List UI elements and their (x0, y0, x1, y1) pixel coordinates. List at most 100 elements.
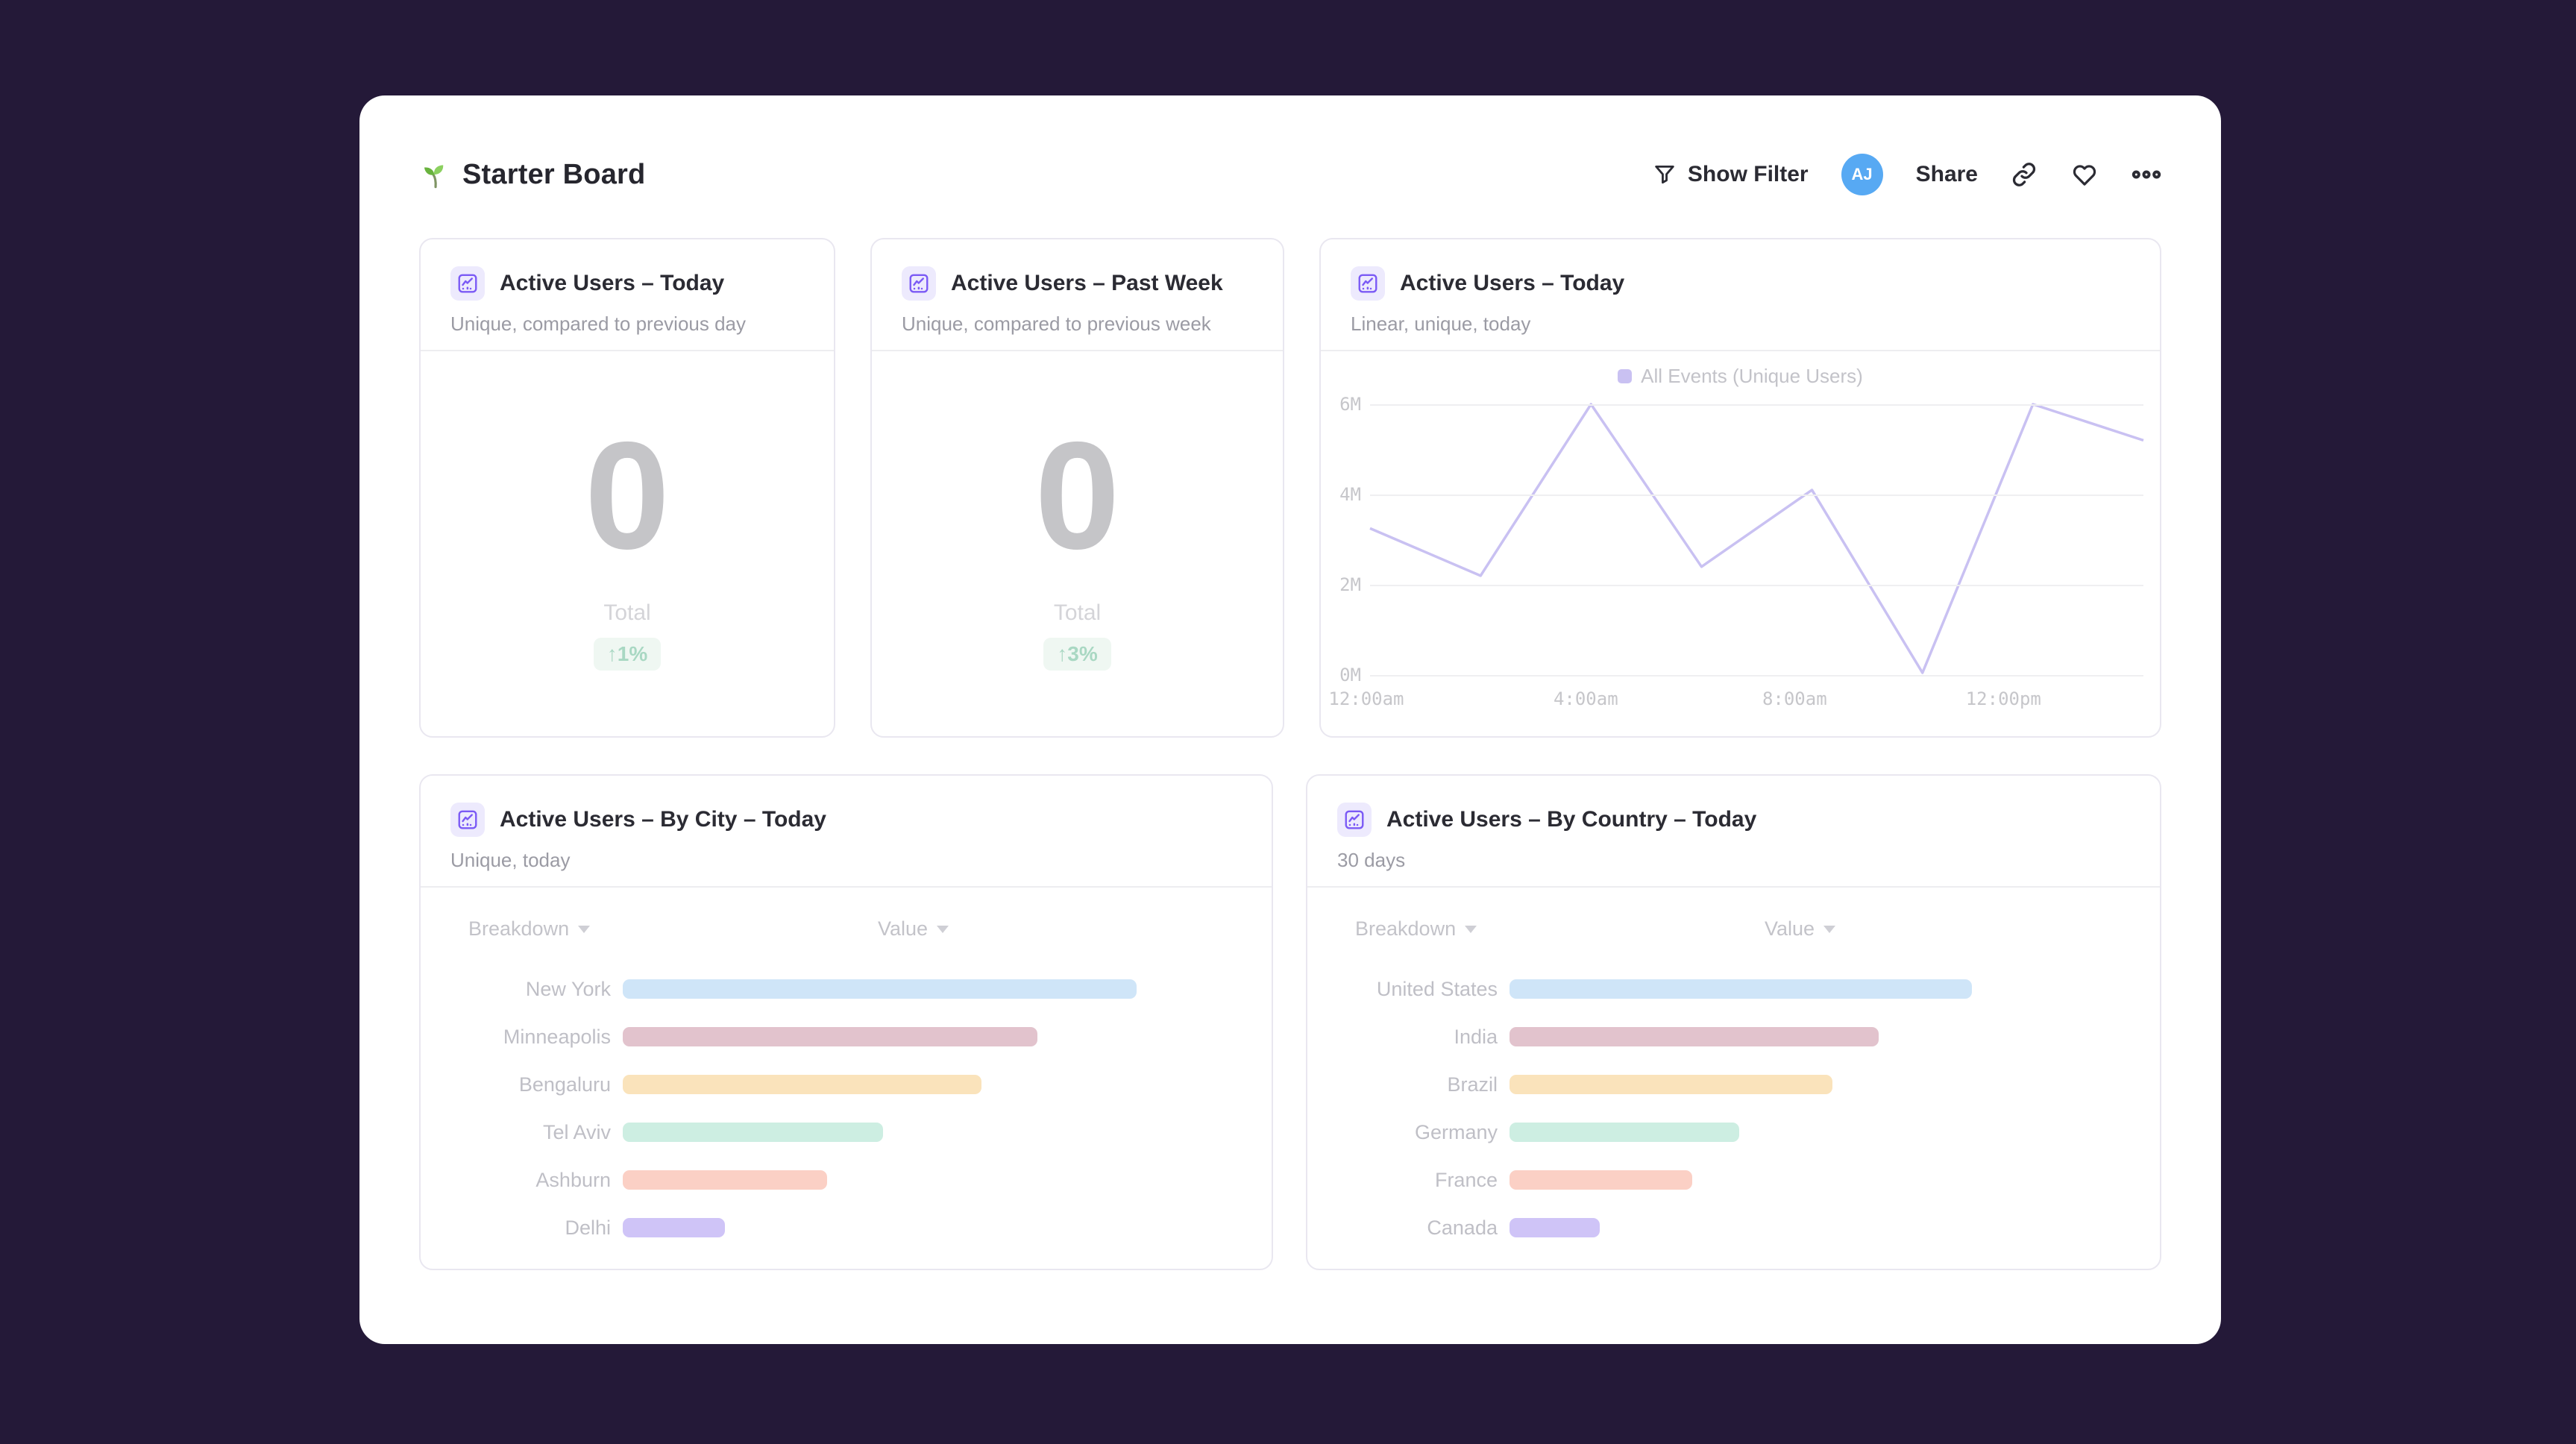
table-row[interactable]: Bengaluru (450, 1061, 1242, 1108)
card-active-users-past-week[interactable]: Active Users – Past Week Unique, compare… (870, 238, 1284, 738)
value-bar[interactable] (623, 1075, 982, 1094)
y-axis-tick: 2M (1339, 574, 1361, 595)
value-bar[interactable] (1510, 1123, 1739, 1142)
value-bar[interactable] (623, 1027, 1038, 1046)
chevron-down-icon (1823, 925, 1836, 933)
line-series (1370, 404, 2143, 675)
value-bar[interactable] (623, 1123, 883, 1142)
ellipsis-icon (2132, 160, 2161, 189)
chevron-down-icon (1465, 925, 1477, 933)
header-actions: Show Filter AJ Share (1652, 154, 2161, 195)
value-bar[interactable] (1510, 979, 1972, 999)
chart-type-icon (902, 266, 936, 301)
dashboard-panel: Starter Board Show Filter AJ Share (359, 95, 2221, 1344)
bar-track (1510, 1170, 2130, 1190)
user-avatar[interactable]: AJ (1841, 154, 1883, 195)
card-active-users-today[interactable]: Active Users – Today Unique, compared to… (419, 238, 835, 738)
breakdown-rows: United States India Brazil Germany France Can… (1337, 965, 2130, 1252)
card-title: Active Users – Today (500, 271, 725, 295)
table-row[interactable]: Brazil (1337, 1061, 2130, 1108)
share-button[interactable]: Share (1916, 162, 1978, 187)
table-row[interactable]: Delhi (450, 1204, 1242, 1252)
show-filter-label: Show Filter (1687, 162, 1809, 186)
card-divider (872, 350, 1283, 351)
chart-type-icon (450, 266, 485, 301)
card-title: Active Users – By City – Today (500, 807, 826, 832)
value-bar[interactable] (1510, 1075, 1832, 1094)
bar-track (1510, 1027, 2130, 1046)
bar-track (1510, 1123, 2130, 1142)
value-bar[interactable] (1510, 1170, 1693, 1190)
bar-track (1510, 1218, 2130, 1237)
row-label: Bengaluru (518, 1073, 611, 1096)
value-column-header[interactable]: Value (878, 917, 949, 941)
share-label: Share (1915, 162, 1978, 186)
x-axis-tick: 12:00am (1328, 688, 1404, 709)
kpi-delta-badge: ↑1% (593, 637, 662, 671)
x-axis-tick: 12:00pm (1965, 688, 2041, 709)
show-filter-button[interactable]: Show Filter (1652, 162, 1809, 187)
value-bar[interactable] (623, 1218, 725, 1237)
y-axis-tick: 6M (1339, 394, 1361, 415)
table-row[interactable]: Germany (1337, 1108, 2130, 1156)
breakdown-column-label: Breakdown (1355, 917, 1457, 940)
kpi-body: 0 Total ↑3% (872, 351, 1283, 736)
value-column-header[interactable]: Value (1765, 917, 1836, 941)
value-bar[interactable] (1510, 1218, 1600, 1237)
x-axis-tick: 4:00am (1553, 688, 1618, 709)
table-row[interactable]: Tel Aviv (450, 1108, 1242, 1156)
copy-link-button[interactable] (2011, 161, 2038, 188)
card-header: Active Users – By City – Today Unique, t… (421, 776, 1272, 886)
card-active-users-by-city[interactable]: Active Users – By City – Today Unique, t… (419, 774, 1273, 1270)
gridline (1370, 675, 2143, 677)
row-label: Delhi (565, 1216, 611, 1239)
bar-track (623, 1170, 1242, 1190)
card-header: Active Users – Past Week Unique, compare… (872, 239, 1283, 350)
table-row[interactable]: Ashburn (450, 1156, 1242, 1204)
y-axis-tick: 4M (1339, 484, 1361, 505)
more-options-button[interactable] (2132, 160, 2161, 189)
bar-track (1510, 979, 2130, 999)
card-divider (1321, 350, 2160, 351)
breakdown-rows: New York Minneapolis Bengaluru Tel Aviv Ashb… (450, 965, 1242, 1252)
breakdown-column-label: Breakdown (468, 917, 570, 940)
table-row[interactable]: Canada (1337, 1204, 2130, 1252)
breakdown-column-header[interactable]: Breakdown (468, 917, 591, 941)
card-subtitle: Unique, today (450, 849, 571, 871)
board-title-group: Starter Board (419, 159, 645, 191)
card-subtitle: 30 days (1337, 849, 1406, 871)
row-label: Brazil (1447, 1073, 1498, 1096)
card-active-users-line-chart[interactable]: Active Users – Today Linear, unique, tod… (1319, 238, 2161, 738)
table-row[interactable]: New York (450, 965, 1242, 1013)
breakdown-table-header: Breakdown Value (450, 888, 1242, 952)
row-label: India (1454, 1025, 1498, 1048)
card-active-users-by-country[interactable]: Active Users – By Country – Today 30 day… (1306, 774, 2161, 1270)
line-chart-plot-area: 6M 4M 2M 0M (1339, 394, 2143, 685)
cards-row-1: Active Users – Today Unique, compared to… (419, 238, 2161, 738)
card-title: Active Users – By Country – Today (1386, 807, 1757, 832)
table-row[interactable]: Minneapolis (450, 1013, 1242, 1061)
value-bar[interactable] (1510, 1027, 1879, 1046)
breakdown-column-header[interactable]: Breakdown (1355, 917, 1477, 941)
table-row[interactable]: India (1337, 1013, 2130, 1061)
chart-type-icon (1351, 266, 1385, 301)
row-label: Ashburn (535, 1168, 611, 1191)
cards-row-2: Active Users – By City – Today Unique, t… (419, 774, 2161, 1270)
row-label: Canada (1427, 1216, 1498, 1239)
value-bar[interactable] (623, 1170, 827, 1190)
table-row[interactable]: France (1337, 1156, 2130, 1204)
gridline (1370, 585, 2143, 586)
gridline (1370, 404, 2143, 406)
page-title: Starter Board (462, 158, 646, 190)
table-row[interactable]: United States (1337, 965, 2130, 1013)
line-chart: 6M 4M 2M 0M 12:00am 4:00am 8:00am 12:00pm (1328, 394, 2143, 723)
kpi-body: 0 Total ↑1% (421, 351, 834, 736)
row-label: Tel Aviv (542, 1120, 611, 1143)
value-bar[interactable] (623, 979, 1137, 999)
heart-icon (2070, 160, 2099, 189)
favorite-button[interactable] (2070, 160, 2099, 189)
gridline (1370, 495, 2143, 496)
chevron-down-icon (578, 925, 591, 933)
bar-track (623, 1027, 1242, 1046)
